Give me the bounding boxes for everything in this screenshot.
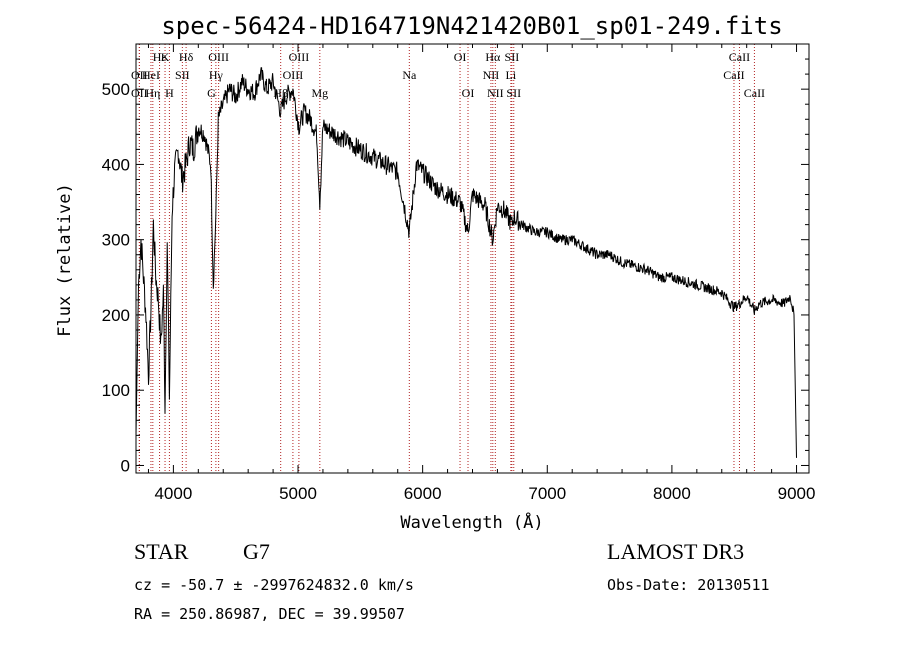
y-tick-label: 300 [102,231,130,250]
spectral-line-label: OII [131,68,148,82]
x-tick-label: 5000 [279,484,317,503]
y-tick-label: 100 [102,381,130,400]
x-tick-label: 8000 [653,484,691,503]
spectral-line-label: Hε [153,50,167,64]
spectral-line-label: CaII [744,86,765,100]
survey-name: LAMOST DR3 [607,539,744,564]
spectral-line-label: Mg [311,86,328,100]
object-subclass: G7 [243,539,270,564]
y-tick-label: 200 [102,306,130,325]
spectral-line-label: G [207,86,216,100]
chart-title: spec-56424-HD164719N421420B01_sp01-249.f… [161,12,782,40]
spectral-line-label: OI [454,50,467,64]
spectral-line-label: Hα [485,50,501,64]
coordinates-text: RA = 250.86987, DEC = 39.99507 [134,605,405,623]
spectral-line-label: OIII [283,68,304,82]
y-axis-label: Flux (relative) [55,183,75,337]
object-class: STAR [134,539,189,564]
x-axis: 4000 5000 6000 7000 8000 9000 [147,44,816,503]
x-axis-label: Wavelength (Å) [400,511,543,533]
y-axis: 0 100 200 300 400 500 [102,58,809,475]
spectral-line-label: CaII [723,68,744,82]
spectral-line-label: NII [483,68,500,82]
y-tick-label: 0 [121,456,130,475]
y-tick-label: 400 [102,155,130,174]
spectral-line-label: CaII [729,50,750,64]
spectral-line-label: Na [402,68,417,82]
y-tick-label: 500 [102,80,130,99]
x-tick-label: 6000 [404,484,442,503]
spectral-line-label: Li [506,68,517,82]
plot-frame [135,43,810,474]
spectral-line-label: OIII [208,50,229,64]
spectral-line-label: Hη [145,86,160,100]
spectrum-line [135,67,797,458]
spectral-line-label: Hδ [179,50,194,64]
spectral-line-label: OIII [289,50,310,64]
spectral-line-label: NII [487,86,504,100]
spectral-line-markers [138,44,755,473]
spectral-line-label: HeI [142,68,160,82]
spectral-line-label: SII [505,50,520,64]
redshift-text: cz = -50.7 ± -2997624832.0 km/s [134,576,414,594]
obs-date-text: Obs-Date: 20130511 [607,576,770,594]
spectral-line-label: OI [462,86,475,100]
spectral-line-label: SII [175,68,190,82]
spectral-line-label: SII [506,86,521,100]
x-tick-label: 4000 [154,484,192,503]
spectral-line-label: K [161,50,170,64]
spectral-line-label: H [165,86,174,100]
spectral-line-label: Hγ [209,68,224,82]
x-tick-label: 9000 [778,484,816,503]
x-tick-label: 7000 [528,484,566,503]
